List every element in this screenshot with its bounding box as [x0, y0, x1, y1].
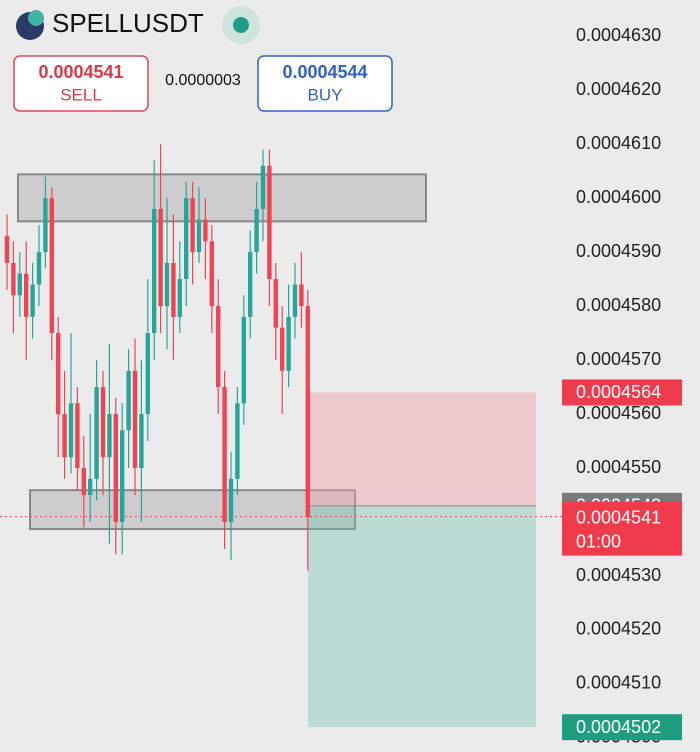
sell-price: 0.0004541	[38, 62, 123, 82]
candle-body	[30, 284, 35, 317]
candle-body	[158, 208, 163, 307]
candle-body	[132, 370, 138, 469]
candle-body	[56, 333, 61, 415]
candle-body	[177, 279, 182, 317]
candle-body	[17, 273, 22, 296]
zone	[17, 173, 427, 223]
y-tick-label: 0.0004570	[576, 349, 661, 369]
candle-body	[273, 279, 278, 328]
candle-body	[235, 403, 240, 479]
candle-body	[126, 370, 131, 431]
buy-button[interactable]	[257, 55, 393, 112]
candle-body	[299, 284, 304, 307]
candle-body	[280, 327, 285, 371]
candle-body	[248, 252, 253, 317]
y-tick-label: 0.0004580	[576, 295, 661, 315]
stop-zone	[308, 392, 536, 506]
candle-body	[228, 478, 234, 523]
status-dot	[233, 17, 249, 33]
candle-body	[43, 198, 48, 253]
candle-body	[241, 316, 246, 404]
candle-body	[254, 208, 259, 253]
candle-body	[305, 306, 310, 517]
plot: 0.0004630 0.0004620 0.0004610 0.0004600 0.00…	[0, 25, 682, 747]
candle-body	[184, 198, 189, 280]
candle-body	[81, 468, 86, 496]
candle-body	[11, 262, 16, 296]
buy-label: BUY	[308, 85, 343, 104]
buy-price: 0.0004544	[282, 62, 367, 82]
candle-body	[113, 414, 118, 523]
last-price-box	[562, 501, 682, 556]
candle-body	[292, 284, 298, 317]
candle-body	[260, 165, 266, 209]
last-price-tag: 0.0004541	[576, 507, 661, 527]
candle-body	[36, 252, 42, 285]
logo-badge	[28, 10, 44, 26]
header: SPELLUSDT 0.0004541 SELL 0.0000003 0.000…	[13, 6, 393, 112]
candle-body	[94, 387, 99, 479]
candle-body	[222, 387, 227, 523]
y-tick-label: 0.0004530	[576, 565, 661, 585]
candle-body	[107, 414, 112, 458]
y-tick-label: 0.0004560	[576, 403, 661, 423]
stop-tag: 0.0004564	[576, 382, 661, 402]
y-tick-label: 0.0004610	[576, 133, 661, 153]
candle-body	[190, 198, 195, 253]
y-tick-label: 0.0004600	[576, 187, 661, 207]
candle-body	[267, 165, 272, 280]
candle-body	[4, 235, 10, 263]
candle-body	[164, 262, 170, 307]
candle-body	[120, 430, 125, 523]
countdown: 01:00	[576, 531, 621, 551]
y-tick-label: 0.0004550	[576, 457, 661, 477]
y-tick-label: 0.0004510	[576, 673, 661, 693]
candle-body	[209, 241, 214, 307]
candle-body	[75, 403, 80, 469]
y-tick-label: 0.0004620	[576, 79, 661, 99]
stop-tag-box	[562, 379, 682, 406]
candle-body	[145, 333, 150, 415]
candle-body	[152, 208, 157, 334]
spread: 0.0000003	[165, 72, 241, 89]
target-tag: 0.0004502	[576, 717, 661, 737]
candle-body	[203, 219, 208, 242]
sell-button[interactable]	[13, 55, 149, 112]
candle-body	[68, 403, 74, 458]
y-tick-label: 0.0004590	[576, 241, 661, 261]
target-zone	[308, 505, 536, 728]
candle-body	[24, 273, 29, 317]
candle-body	[88, 478, 93, 496]
target-tag-box	[562, 714, 682, 741]
symbol[interactable]: SPELLUSDT	[52, 8, 204, 38]
candle-body	[286, 316, 291, 371]
candle-body	[196, 219, 202, 253]
y-tick-label: 0.0004520	[576, 619, 661, 639]
candle-body	[216, 306, 221, 388]
candle-body	[49, 198, 54, 334]
candle-body	[62, 414, 67, 458]
y-tick-label: 0.0004630	[576, 25, 661, 45]
sell-label: SELL	[60, 85, 102, 104]
candle-body	[171, 262, 176, 317]
candle-body	[100, 387, 106, 458]
candle-body	[139, 414, 144, 469]
